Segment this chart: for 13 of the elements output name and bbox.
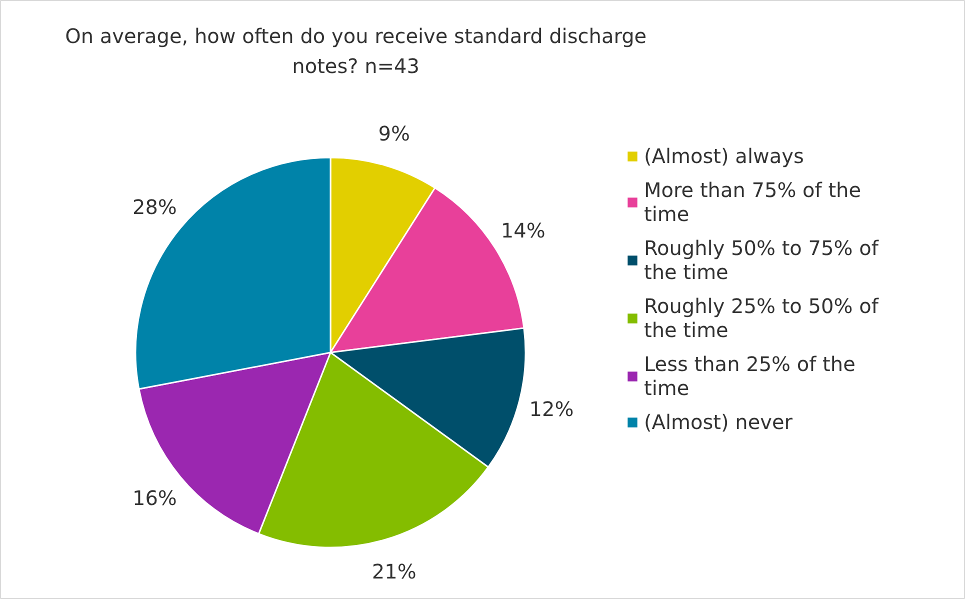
legend-label: Roughly 50% to 75% of the time bbox=[644, 236, 878, 284]
data-label: 21% bbox=[372, 560, 416, 584]
data-label: 9% bbox=[378, 121, 410, 146]
data-label: 12% bbox=[529, 397, 574, 422]
legend-label: Roughly 25% to 50% of the time bbox=[644, 294, 878, 342]
legend-label: (Almost) never bbox=[644, 410, 793, 434]
data-label: 14% bbox=[500, 218, 546, 242]
chart-title: On average, how often do you receive standard discharge notes? n=43 bbox=[65, 24, 647, 78]
data-label: 16% bbox=[132, 486, 177, 510]
legend-label: (Almost) always bbox=[644, 144, 804, 168]
legend-label: Less than 25% of the time bbox=[644, 352, 856, 400]
data-label: 28% bbox=[132, 195, 177, 220]
legend-label: More than 75% of the time bbox=[644, 178, 862, 226]
